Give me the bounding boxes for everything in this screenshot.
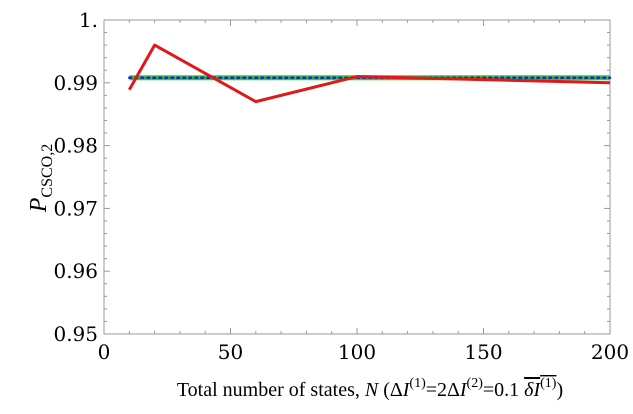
y-ticks: 0.95 0.96 0.97 0.98 0.99 1. bbox=[53, 8, 610, 346]
y-axis-label-sub: CSCO,2 bbox=[39, 144, 56, 198]
x-ticks: 0 50 100 150 200 bbox=[98, 20, 629, 364]
x-axis-label-bar-delta: δ bbox=[524, 379, 534, 401]
x-axis-label-bar-expr: δI(1) bbox=[524, 376, 557, 401]
x-axis-label-prefix: Total number of states, bbox=[177, 379, 365, 401]
x-axis-label-sup2: (2) bbox=[467, 376, 484, 391]
x-axis-label-var: N bbox=[364, 379, 380, 401]
y-tick-label: 0.99 bbox=[53, 71, 98, 95]
x-tick-label: 200 bbox=[591, 340, 629, 364]
y-tick-label: 0.97 bbox=[53, 196, 98, 220]
y-tick-label: 0.96 bbox=[53, 259, 98, 283]
x-axis-label-open: (Δ bbox=[378, 379, 403, 401]
plot-frame bbox=[103, 19, 611, 335]
x-axis-label-bar-i: I bbox=[532, 379, 541, 401]
x-axis-label-bar-sup: (1) bbox=[540, 376, 557, 391]
y-axis-label-main: P bbox=[26, 197, 52, 213]
x-tick-label: 100 bbox=[338, 340, 376, 364]
x-axis-label-i2: I bbox=[459, 379, 468, 401]
x-axis-label: Total number of states, N (ΔI(1)=2ΔI(2)=… bbox=[177, 376, 563, 401]
series-line-3 bbox=[127, 43, 611, 104]
x-axis-label-close: ) bbox=[556, 379, 563, 401]
x-tick-label: 150 bbox=[464, 340, 502, 364]
x-axis-label-sup1: (1) bbox=[409, 376, 426, 391]
y-axis-label: PCSCO,2 bbox=[26, 144, 56, 213]
y-tick-label: 1. bbox=[79, 8, 98, 32]
y-tick-label: 0.98 bbox=[53, 134, 98, 158]
x-axis-label-mid1: =2Δ bbox=[426, 379, 460, 401]
x-tick-label: 0 bbox=[98, 340, 111, 364]
series-group bbox=[127, 43, 612, 104]
y-tick-label: 0.95 bbox=[53, 322, 98, 346]
x-tick-label: 50 bbox=[218, 340, 243, 364]
x-axis-label-mid2: =0.1 bbox=[483, 379, 524, 401]
x-axis-label-i1: I bbox=[402, 379, 411, 401]
